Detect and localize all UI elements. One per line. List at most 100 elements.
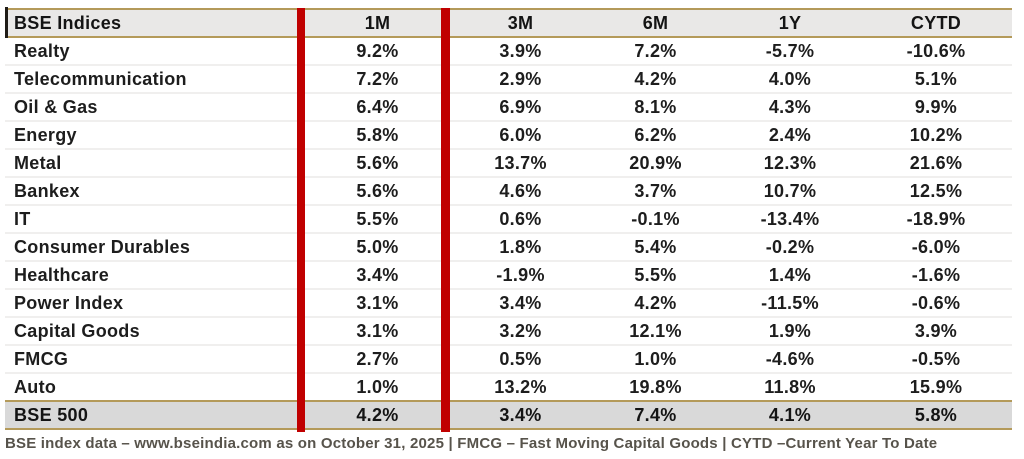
column-header-period: 6M (591, 8, 720, 38)
value-cell: 5.5% (591, 261, 720, 290)
source-footnote: BSE index data – www.bseindia.com as on … (5, 435, 938, 452)
total-row: BSE 500 4.2% 3.4% 7.4% 4.1% 5.8% (5, 400, 1012, 430)
value-cell: 1.9% (720, 317, 860, 346)
column-header-period: 1M (305, 8, 450, 38)
value-cell: 5.4% (591, 233, 720, 262)
row-label-cell: Oil & Gas (5, 93, 305, 122)
bse-indices-table: BSE Indices 1M 3M 6M 1Y CYTD Realty 9.2% 3.9% 7.… (5, 8, 1012, 430)
value-cell: -1.9% (450, 261, 591, 290)
value-cell: 12.3% (720, 149, 860, 178)
table-header: BSE Indices 1M 3M 6M 1Y CYTD (5, 8, 1012, 38)
value-cell: 12.1% (591, 317, 720, 346)
value-cell: 3.9% (450, 37, 591, 66)
value-cell: -10.6% (860, 37, 1012, 66)
value-cell: -0.6% (860, 289, 1012, 318)
value-cell: 6.4% (305, 93, 450, 122)
row-label-cell: Power Index (5, 289, 305, 318)
total-value-cell: 4.2% (305, 400, 450, 430)
table-row: Auto 1.0% 13.2% 19.8% 11.8% 15.9% (5, 373, 1012, 401)
value-cell: -0.2% (720, 233, 860, 262)
table-row: Bankex 5.6% 4.6% 3.7% 10.7% 12.5% (5, 177, 1012, 206)
value-cell: -0.1% (591, 205, 720, 234)
value-cell: 3.1% (305, 289, 450, 318)
row-label-cell: Bankex (5, 177, 305, 206)
value-cell: 1.0% (591, 345, 720, 374)
table-body: Realty 9.2% 3.9% 7.2% -5.7% -10.6% Telecommuni… (5, 37, 1012, 401)
value-cell: -13.4% (720, 205, 860, 234)
total-value-cell: 3.4% (450, 400, 591, 430)
row-label-cell: Realty (5, 37, 305, 66)
value-cell: 3.1% (305, 317, 450, 346)
table-row: Consumer Durables 5.0% 1.8% 5.4% -0.2% -6.0% (5, 233, 1012, 262)
row-label-cell: IT (5, 205, 305, 234)
header-left-border-mark (5, 7, 8, 38)
total-value-cell: 7.4% (591, 400, 720, 430)
column-header-label: BSE Indices (5, 8, 305, 38)
table-row: Oil & Gas 6.4% 6.9% 8.1% 4.3% 9.9% (5, 93, 1012, 122)
value-cell: 2.9% (450, 65, 591, 94)
value-cell: 8.1% (591, 93, 720, 122)
row-label-cell: Energy (5, 121, 305, 150)
value-cell: 5.6% (305, 149, 450, 178)
value-cell: 1.4% (720, 261, 860, 290)
value-cell: -1.6% (860, 261, 1012, 290)
value-cell: 5.0% (305, 233, 450, 262)
value-cell: -6.0% (860, 233, 1012, 262)
column-header-period: 3M (450, 8, 591, 38)
value-cell: 3.4% (305, 261, 450, 290)
value-cell: 5.6% (305, 177, 450, 206)
red-divider-bar-2 (441, 8, 450, 432)
table-row: Healthcare 3.4% -1.9% 5.5% 1.4% -1.6% (5, 261, 1012, 290)
value-cell: 2.4% (720, 121, 860, 150)
value-cell: 4.2% (591, 289, 720, 318)
value-cell: 11.8% (720, 373, 860, 401)
value-cell: 15.9% (860, 373, 1012, 401)
table-row: Realty 9.2% 3.9% 7.2% -5.7% -10.6% (5, 37, 1012, 66)
value-cell: 6.9% (450, 93, 591, 122)
row-label-cell: Auto (5, 373, 305, 401)
value-cell: -11.5% (720, 289, 860, 318)
value-cell: 4.3% (720, 93, 860, 122)
value-cell: 3.4% (450, 289, 591, 318)
value-cell: 9.9% (860, 93, 1012, 122)
value-cell: 7.2% (305, 65, 450, 94)
value-cell: 3.2% (450, 317, 591, 346)
table-row: Energy 5.8% 6.0% 6.2% 2.4% 10.2% (5, 121, 1012, 150)
table-footer: BSE 500 4.2% 3.4% 7.4% 4.1% 5.8% (5, 400, 1012, 430)
value-cell: -4.6% (720, 345, 860, 374)
value-cell: 21.6% (860, 149, 1012, 178)
row-label-cell: Healthcare (5, 261, 305, 290)
table-row: IT 5.5% 0.6% -0.1% -13.4% -18.9% (5, 205, 1012, 234)
row-label-cell: FMCG (5, 345, 305, 374)
row-label-cell: Consumer Durables (5, 233, 305, 262)
table-row: Metal 5.6% 13.7% 20.9% 12.3% 21.6% (5, 149, 1012, 178)
value-cell: 12.5% (860, 177, 1012, 206)
column-header-period: 1Y (720, 8, 860, 38)
value-cell: 2.7% (305, 345, 450, 374)
value-cell: 5.5% (305, 205, 450, 234)
column-header-period: CYTD (860, 8, 1012, 38)
value-cell: 4.6% (450, 177, 591, 206)
value-cell: 7.2% (591, 37, 720, 66)
value-cell: 5.1% (860, 65, 1012, 94)
table-row: Power Index 3.1% 3.4% 4.2% -11.5% -0.6% (5, 289, 1012, 318)
table-row: Telecommunication 7.2% 2.9% 4.2% 4.0% 5.1% (5, 65, 1012, 94)
value-cell: 0.5% (450, 345, 591, 374)
row-label-cell: Telecommunication (5, 65, 305, 94)
row-label-cell: Capital Goods (5, 317, 305, 346)
value-cell: 0.6% (450, 205, 591, 234)
value-cell: 1.0% (305, 373, 450, 401)
value-cell: -0.5% (860, 345, 1012, 374)
table-row: FMCG 2.7% 0.5% 1.0% -4.6% -0.5% (5, 345, 1012, 374)
total-value-cell: 4.1% (720, 400, 860, 430)
value-cell: 9.2% (305, 37, 450, 66)
table-row: Capital Goods 3.1% 3.2% 12.1% 1.9% 3.9% (5, 317, 1012, 346)
value-cell: 10.2% (860, 121, 1012, 150)
total-label-cell: BSE 500 (5, 400, 305, 430)
value-cell: -18.9% (860, 205, 1012, 234)
value-cell: 6.2% (591, 121, 720, 150)
value-cell: 4.2% (591, 65, 720, 94)
value-cell: 3.7% (591, 177, 720, 206)
value-cell: 20.9% (591, 149, 720, 178)
